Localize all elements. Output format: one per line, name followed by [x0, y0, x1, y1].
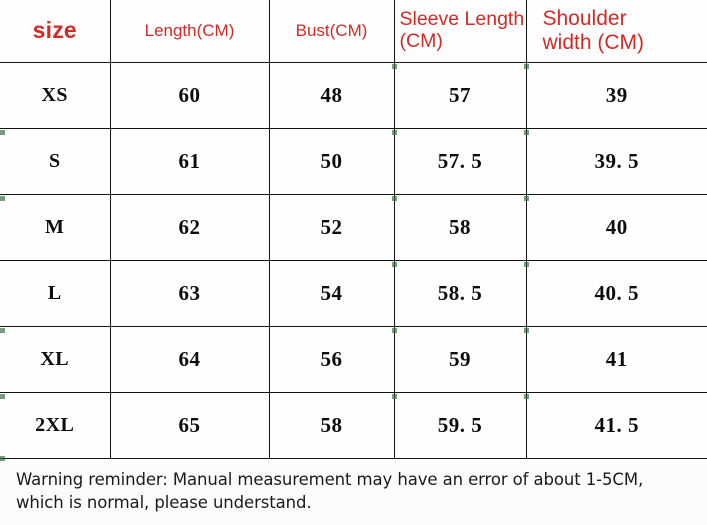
- cell-bust: 54: [268, 260, 395, 327]
- column-header-size: size: [0, 0, 111, 63]
- cell-sleeve: 59: [393, 326, 527, 393]
- table-header-row: size Length(CM) Bust(CM) Sleeve Length (…: [0, 0, 707, 63]
- cell-size: XS: [0, 62, 111, 129]
- cell-bust: 50: [268, 128, 395, 195]
- column-header-length-label: Length(CM): [144, 21, 235, 41]
- column-header-shoulder-line2: width (CM): [542, 31, 645, 54]
- cell-length: 65: [109, 392, 270, 459]
- cell-shoulder: 39: [525, 62, 707, 129]
- cell-shoulder: 41: [525, 326, 707, 393]
- cell-size: M: [0, 194, 111, 261]
- cell-bust: 48: [268, 62, 395, 129]
- table-row: XL 64 56 59 41: [0, 326, 707, 393]
- table-row: S 61 50 57. 5 39. 5: [0, 128, 707, 195]
- cell-shoulder: 40. 5: [525, 260, 707, 327]
- column-header-shoulder-line1: Shoulder: [542, 6, 627, 30]
- cell-size: 2XL: [0, 392, 111, 459]
- cell-length: 60: [109, 62, 270, 129]
- cell-sleeve: 57: [393, 62, 527, 129]
- column-header-size-label: size: [32, 17, 77, 44]
- cell-bust: 52: [268, 194, 395, 261]
- column-header-sleeve-length: Sleeve Length (CM): [393, 0, 527, 63]
- cell-sleeve: 57. 5: [393, 128, 527, 195]
- table-row: L 63 54 58. 5 40. 5: [0, 260, 707, 327]
- column-header-bust-label: Bust(CM): [295, 21, 368, 41]
- column-header-shoulder-width: Shoulder width (CM): [525, 0, 707, 63]
- cell-bust: 58: [268, 392, 395, 459]
- cell-length: 63: [109, 260, 270, 327]
- cell-length: 62: [109, 194, 270, 261]
- cell-shoulder: 41. 5: [525, 392, 707, 459]
- table-row: M 62 52 58 40: [0, 194, 707, 261]
- warning-reminder-note: Warning reminder: Manual measurement may…: [16, 470, 644, 513]
- cell-sleeve: 58: [393, 194, 527, 261]
- cell-bust: 56: [268, 326, 395, 393]
- cell-sleeve: 58. 5: [393, 260, 527, 327]
- column-header-sleeve-line1: Sleeve Length: [399, 8, 525, 31]
- column-header-bust: Bust(CM): [268, 0, 395, 63]
- cell-length: 61: [109, 128, 270, 195]
- column-header-sleeve-length-label: Sleeve Length (CM): [395, 8, 526, 53]
- size-chart-table: size Length(CM) Bust(CM) Sleeve Length (…: [0, 0, 707, 459]
- cell-sleeve: 59. 5: [393, 392, 527, 459]
- cell-length: 64: [109, 326, 270, 393]
- cell-shoulder: 40: [525, 194, 707, 261]
- cell-shoulder: 39. 5: [525, 128, 707, 195]
- column-header-sleeve-line2: (CM): [399, 30, 443, 52]
- cell-size: XL: [0, 326, 111, 393]
- cell-size: L: [0, 260, 111, 327]
- column-header-shoulder-width-label: Shoulder width (CM): [527, 7, 707, 55]
- table-row: XS 60 48 57 39: [0, 62, 707, 129]
- column-header-length: Length(CM): [109, 0, 270, 63]
- cell-size: S: [0, 128, 111, 195]
- table-row: 2XL 65 58 59. 5 41. 5: [0, 392, 707, 459]
